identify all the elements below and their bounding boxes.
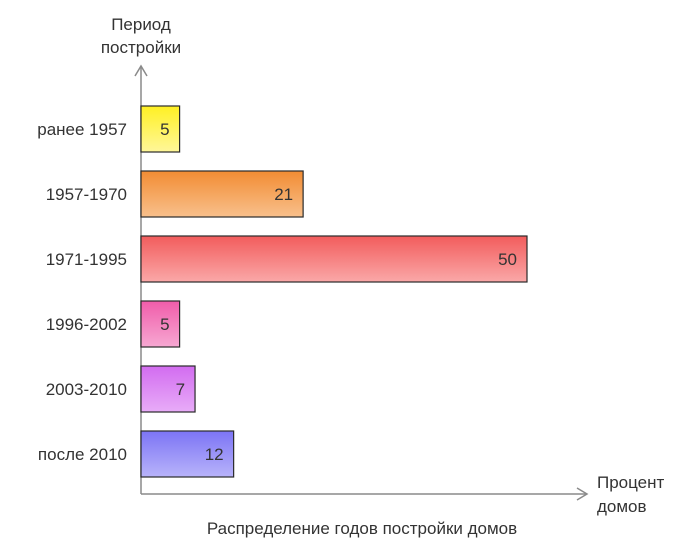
value-label-1: 5 [160,120,169,139]
value-label-4: 5 [160,315,169,334]
chart-caption: Распределение годов постройки домов [207,519,517,538]
category-label-2: 1957-1970 [46,185,127,204]
value-label-2: 21 [274,185,293,204]
x-axis-title-line-1: Процент [597,473,665,492]
bar-5 [140,365,196,413]
bar-1 [140,105,181,153]
category-label-5: 2003-2010 [46,380,127,399]
y-axis-title-line-2: постройки [101,38,181,57]
category-label-3: 1971-1995 [46,250,127,269]
bar-3 [140,235,528,283]
value-label-5: 7 [176,380,185,399]
y-axis-arrow-icon [134,64,148,77]
bar-4 [140,300,181,348]
x-axis-arrow-icon [576,487,589,501]
bar-6 [140,430,235,478]
category-label-6: после 2010 [38,445,127,464]
y-axis-title-line-1: Период [111,15,171,34]
value-label-6: 12 [205,445,224,464]
category-label-4: 1996-2002 [46,315,127,334]
value-label-3: 50 [498,250,517,269]
category-label-1: ранее 1957 [37,120,127,139]
bars-group: ранее 1957 5 1957-1970 21 1971-1995 50 1996-20… [37,105,528,478]
x-axis-title-line-2: домов [597,497,647,516]
bar-2 [140,170,304,218]
